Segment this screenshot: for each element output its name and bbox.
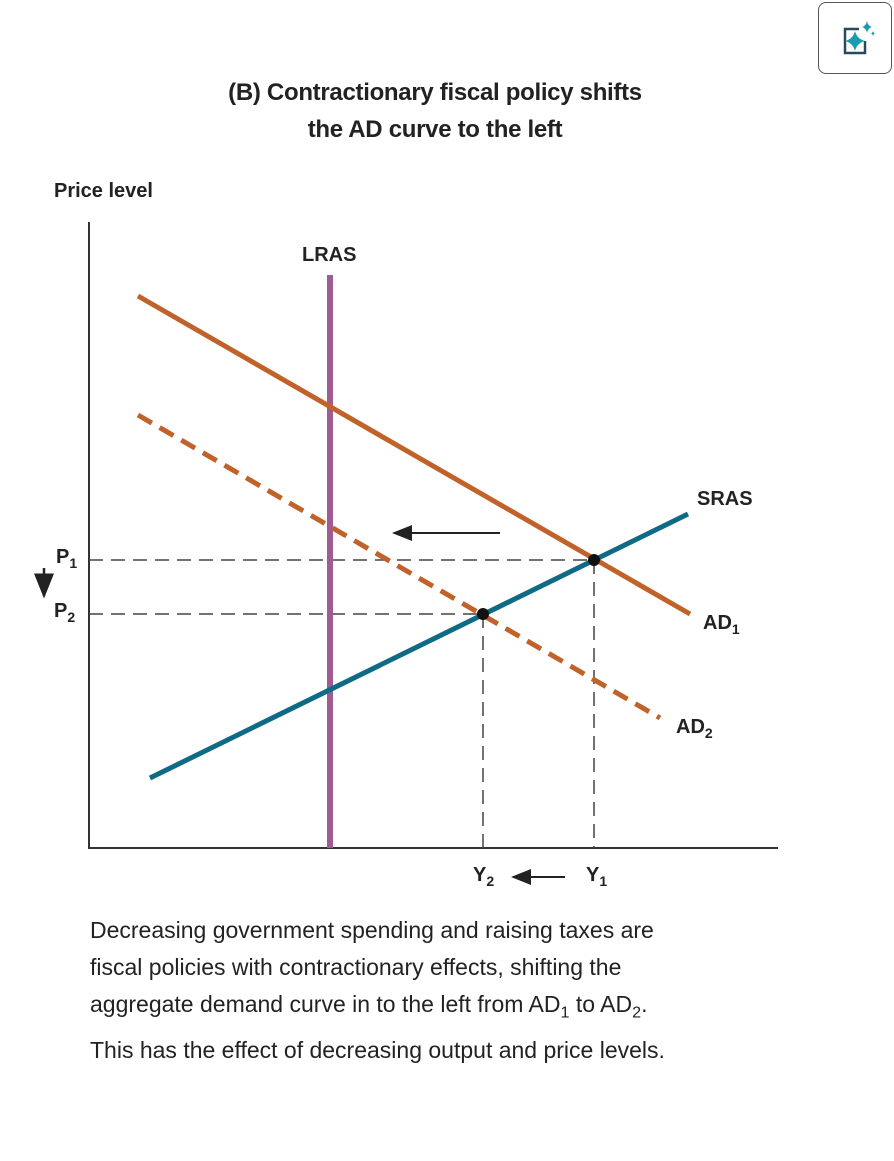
caption-line-4: This has the effect of decreasing output…: [90, 1036, 665, 1063]
equilibrium-point-2: [477, 608, 489, 620]
lras-label: LRAS: [302, 244, 357, 266]
caption-line-3c: to AD: [569, 991, 633, 1017]
ad1-text: AD: [703, 612, 732, 634]
p2-sub: 2: [67, 609, 76, 625]
p2-text: P: [54, 600, 68, 622]
caption-line-2: fiscal policies with contractionary effe…: [90, 954, 622, 980]
ad1-sub: 1: [731, 621, 740, 637]
equilibrium-point-1: [588, 554, 600, 566]
caption-line-3: aggregate demand curve in to the left fr…: [90, 986, 810, 1032]
p1-label: P1: [56, 546, 77, 571]
p1-sub: 1: [69, 555, 78, 571]
y2-sub: 2: [486, 873, 495, 889]
ad1-curve: [136, 293, 692, 617]
ad2-curve: [136, 412, 662, 721]
title-line-1: (B) Contractionary fiscal policy shifts: [228, 79, 642, 106]
sras-curve: [148, 511, 690, 781]
ad2-sub: 2: [704, 725, 713, 741]
ad2-label: AD2: [676, 716, 713, 741]
caption-line-1: Decreasing government spending and raisi…: [90, 917, 654, 943]
y1-text: Y: [586, 864, 600, 886]
title-line-2: the AD curve to the left: [307, 116, 563, 143]
y2-label: Y2: [473, 864, 494, 889]
ad2-text: AD: [676, 716, 705, 738]
sparkle-icon: [843, 21, 875, 55]
diagram-title: (B) Contractionary fiscal policy shifts …: [180, 74, 690, 148]
y1-sub: 1: [599, 873, 608, 889]
p1-text: P: [56, 546, 70, 568]
caption-line-3e: .: [641, 991, 648, 1017]
caption-sub-2: 2: [632, 1003, 642, 1022]
caption: Decreasing government spending and raisi…: [90, 912, 810, 1069]
y1-label: Y1: [586, 864, 607, 889]
caption-sub-1: 1: [560, 1003, 570, 1022]
caption-line-3a: aggregate demand curve in to the left fr…: [90, 991, 561, 1017]
ad-as-diagram: [34, 222, 778, 885]
y2-text: Y: [473, 864, 487, 886]
ad1-label: AD1: [703, 612, 740, 637]
p2-label: P2: [54, 600, 75, 625]
sras-label: SRAS: [697, 488, 753, 510]
ai-assist-button[interactable]: [818, 2, 892, 74]
y-axis-label: Price level: [54, 180, 153, 202]
